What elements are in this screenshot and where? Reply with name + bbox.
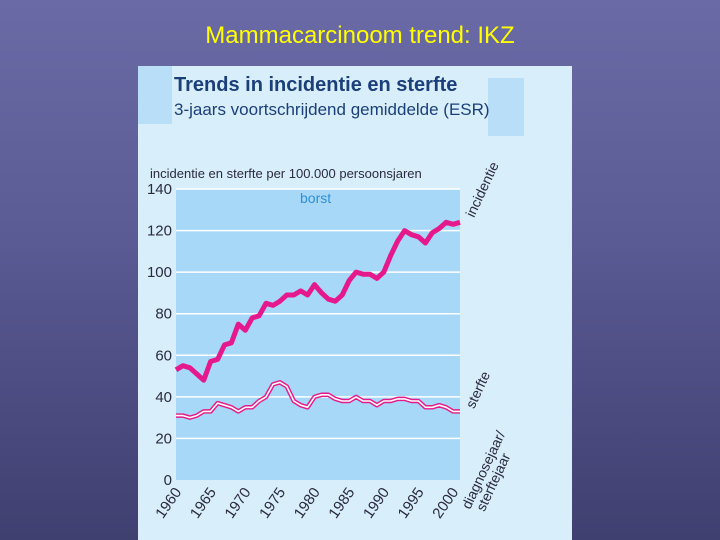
x-tick-label: 1990 [360, 485, 393, 522]
series-line-sterfte-inner [176, 381, 460, 419]
decorative-block-right [488, 78, 524, 136]
x-tick-label: 2000 [429, 485, 462, 522]
y-tick-label: 140 [147, 181, 172, 198]
y-tick-label: 100 [147, 264, 172, 281]
y-tick-label: 60 [155, 347, 172, 364]
y-tick-label: 20 [155, 430, 172, 447]
x-tick-label: 1980 [291, 485, 324, 522]
y-tick-label: 80 [155, 306, 172, 323]
series-line-incidentie [174, 219, 461, 383]
decorative-block-left [138, 66, 172, 124]
chart-subtitle: 3-jaars voortschrijdend gemiddelde (ESR) [174, 100, 490, 119]
chart-title: Trends in incidentie en sterfte [174, 74, 458, 96]
x-axis-label: diagnosejaar/ sterftejaar [458, 425, 522, 517]
series-label-sterfte: sterfte [462, 368, 493, 410]
slide-title: Mammacarcinoom trend: IKZ [205, 22, 515, 49]
x-tick-label: 1965 [187, 485, 220, 522]
grid-lines [176, 188, 460, 440]
y-tick-label: 40 [155, 389, 172, 406]
series-label-incidentie: incidentie [462, 159, 502, 220]
y-tick-label: 120 [147, 223, 172, 240]
x-tick-labels: 1960 1965 1970 1975 1980 1985 1990 1995 2000 [152, 485, 462, 522]
y-tick-label: 0 [164, 472, 172, 489]
x-tick-label: 1970 [221, 485, 254, 522]
x-tick-label: 1995 [395, 485, 428, 522]
panel-label: borst [300, 190, 331, 206]
plot-area [176, 189, 460, 480]
y-axis-label: incidentie en sterfte per 100.000 persoo… [150, 166, 422, 181]
y-tick-labels: 0 20 40 60 80 100 120 140 [147, 181, 172, 489]
series-lines [174, 219, 461, 420]
x-tick-label: 1960 [152, 485, 185, 522]
x-tick-label: 1975 [256, 485, 289, 522]
x-tick-label: 1985 [325, 485, 358, 522]
